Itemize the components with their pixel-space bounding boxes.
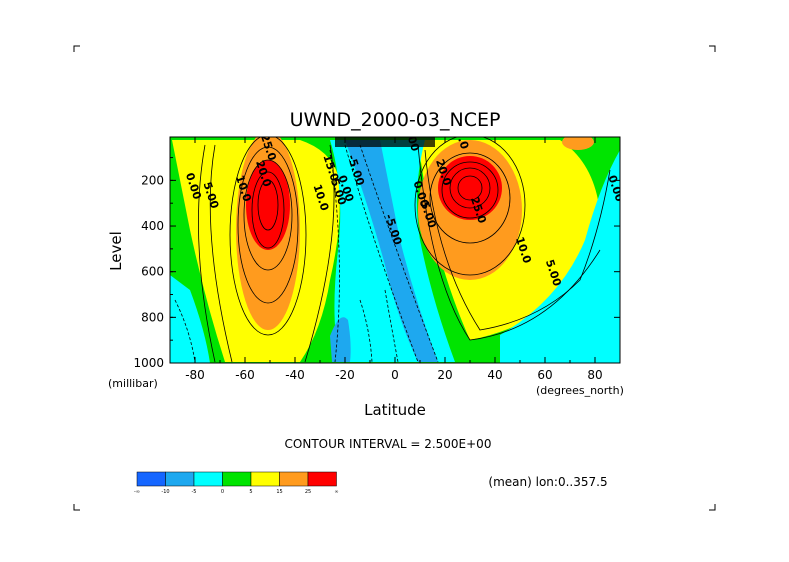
colorbar-label: 0 (221, 489, 224, 495)
contour-interval-text: CONTOUR INTERVAL = 2.500E+00 (285, 437, 492, 451)
y-tick-label: 200 (141, 173, 164, 187)
colorbar-swatch (193, 471, 223, 487)
y-axis-label: Level (107, 231, 125, 271)
colorbar-label: 15 (276, 489, 282, 495)
colorbar-swatch (136, 471, 166, 487)
colorbar-swatch (222, 471, 252, 487)
y-tick-label: 1000 (133, 356, 164, 370)
y-tick-label: 600 (141, 265, 164, 279)
x-tick-label: 0 (391, 368, 399, 382)
jet-core-north-top (562, 137, 594, 150)
x-tick-label: -20 (335, 368, 355, 382)
x-tick-label: 60 (537, 368, 552, 382)
colorbar-label: 5 (249, 489, 252, 495)
x-tick-label: -80 (185, 368, 205, 382)
colorbar-swatch (307, 471, 337, 487)
colorbar-label: ∞ (334, 489, 338, 495)
stratosphere-contours (335, 137, 435, 147)
colorbar-label: 25 (305, 489, 311, 495)
contour-labels: 25.020.0 15.010.0 10.05.000.00 5.00-5.000.0… (183, 137, 620, 288)
y-tick-label: 400 (141, 219, 164, 233)
band-neg10-to-neg5 (345, 140, 438, 362)
colorbar-label: -5 (192, 489, 197, 495)
jet-core-north (438, 156, 502, 220)
x-axis-label: Latitude (364, 401, 426, 419)
x-tick-label: 80 (587, 368, 602, 382)
x-tick-label: -60 (235, 368, 255, 382)
x-tick-label: 40 (487, 368, 502, 382)
x-tick-label: 20 (437, 368, 452, 382)
contour-lines (198, 137, 611, 363)
crop-mark-top-right (709, 45, 716, 52)
crop-mark-bottom-left (73, 504, 80, 511)
colorbar-label: -10 (161, 489, 169, 495)
colorbar-swatch (279, 471, 309, 487)
colorbar-swatch (165, 471, 195, 487)
footer-text: (mean) lon:0..357.5 (488, 475, 607, 489)
band-neg5-to-0 (170, 275, 210, 363)
crop-mark-bottom-right (709, 504, 716, 511)
chart-title: UWND_2000-03_NCEP (290, 109, 501, 131)
colorbar-swatch (250, 471, 280, 487)
colorbar: -∞ -10 -5 0 5 15 25 ∞ (134, 471, 339, 495)
crop-marks (73, 45, 716, 511)
colorbar-label: -∞ (134, 489, 140, 495)
x-unit-label: (degrees_north) (536, 384, 624, 397)
y-unit-label: (millibar) (108, 377, 158, 390)
x-axis-ticks: -80 -60 -40 -20 0 20 40 60 80 (169, 137, 621, 382)
band-neg5-to-0 (500, 150, 620, 363)
plot-area: 25.020.0 15.010.0 10.05.000.00 5.00-5.000.0… (170, 137, 620, 363)
band-neg10-to-neg5 (330, 317, 351, 362)
crop-mark-top-left (73, 45, 80, 52)
y-tick-label: 800 (141, 310, 164, 324)
x-tick-label: -40 (285, 368, 305, 382)
contour-lines-negative (174, 144, 439, 363)
y-axis-ticks: 200 400 600 800 1000 (133, 157, 620, 370)
